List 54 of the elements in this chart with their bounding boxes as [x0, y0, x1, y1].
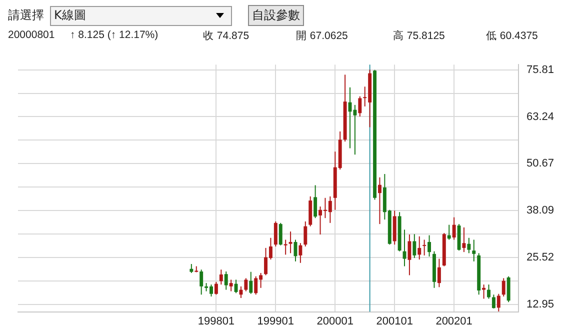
- candlestick: [249, 271, 253, 294]
- candlestick: [418, 236, 422, 260]
- y-tick-label: 63.24: [526, 110, 554, 123]
- candlestick: [284, 239, 288, 256]
- x-tick-label: 200101: [376, 315, 413, 328]
- text: 開 67.0625: [296, 29, 348, 43]
- y-tick-label: 25.52: [526, 252, 554, 264]
- candlestick: [278, 222, 282, 246]
- text: 低 60.4375: [486, 29, 538, 43]
- candlestick: [437, 258, 441, 288]
- y-tick-label: 50.67: [526, 158, 554, 170]
- candlestick: [492, 294, 496, 309]
- x-tick-label: 200201: [436, 315, 472, 328]
- candlestick: [467, 237, 471, 254]
- text: 20000801: [8, 29, 55, 41]
- text: ↑ 8.125 (↑ 12.17%): [70, 29, 158, 41]
- candlestick: [200, 269, 204, 296]
- text: 收 74.875: [203, 29, 250, 43]
- candlestick: [496, 293, 500, 312]
- candlestick: [214, 281, 218, 296]
- candlestick: [304, 220, 308, 247]
- candlestick: [229, 279, 233, 292]
- text: K線圖: [53, 7, 86, 24]
- candlestick: [408, 234, 412, 276]
- candlestick: [472, 239, 476, 262]
- text: 高 75.8125: [393, 29, 445, 43]
- candlestick: [288, 231, 292, 254]
- candlestick: [358, 96, 362, 118]
- candlestick: [298, 242, 302, 264]
- candlestick: [274, 220, 278, 247]
- x-tick-label: 199901: [257, 315, 294, 328]
- candlestick: [487, 284, 490, 300]
- candlestick: [482, 284, 486, 300]
- candlestick: [224, 270, 228, 290]
- candlestick: [412, 234, 416, 259]
- candlestick: [239, 286, 243, 298]
- candlestick: [506, 276, 510, 303]
- candlestick: [428, 234, 432, 258]
- candlestick: [219, 269, 223, 286]
- text: 自設參數: [248, 5, 304, 26]
- y-tick-label: 12.95: [526, 298, 554, 311]
- x-tick-label: 200001: [316, 315, 354, 328]
- candlestick: [244, 278, 248, 292]
- candlestick: [422, 239, 426, 256]
- candlestick: [452, 216, 456, 240]
- candlestick: [234, 279, 238, 294]
- candlestick: [314, 184, 318, 219]
- candlestick: [378, 176, 382, 225]
- x-tick-label: 199801: [198, 315, 235, 328]
- y-tick-label: 75.81: [526, 64, 554, 76]
- candlestick: [462, 226, 466, 253]
- text: 請選擇: [8, 7, 44, 24]
- y-tick-label: 38.09: [526, 204, 554, 217]
- candlestick: [502, 278, 506, 297]
